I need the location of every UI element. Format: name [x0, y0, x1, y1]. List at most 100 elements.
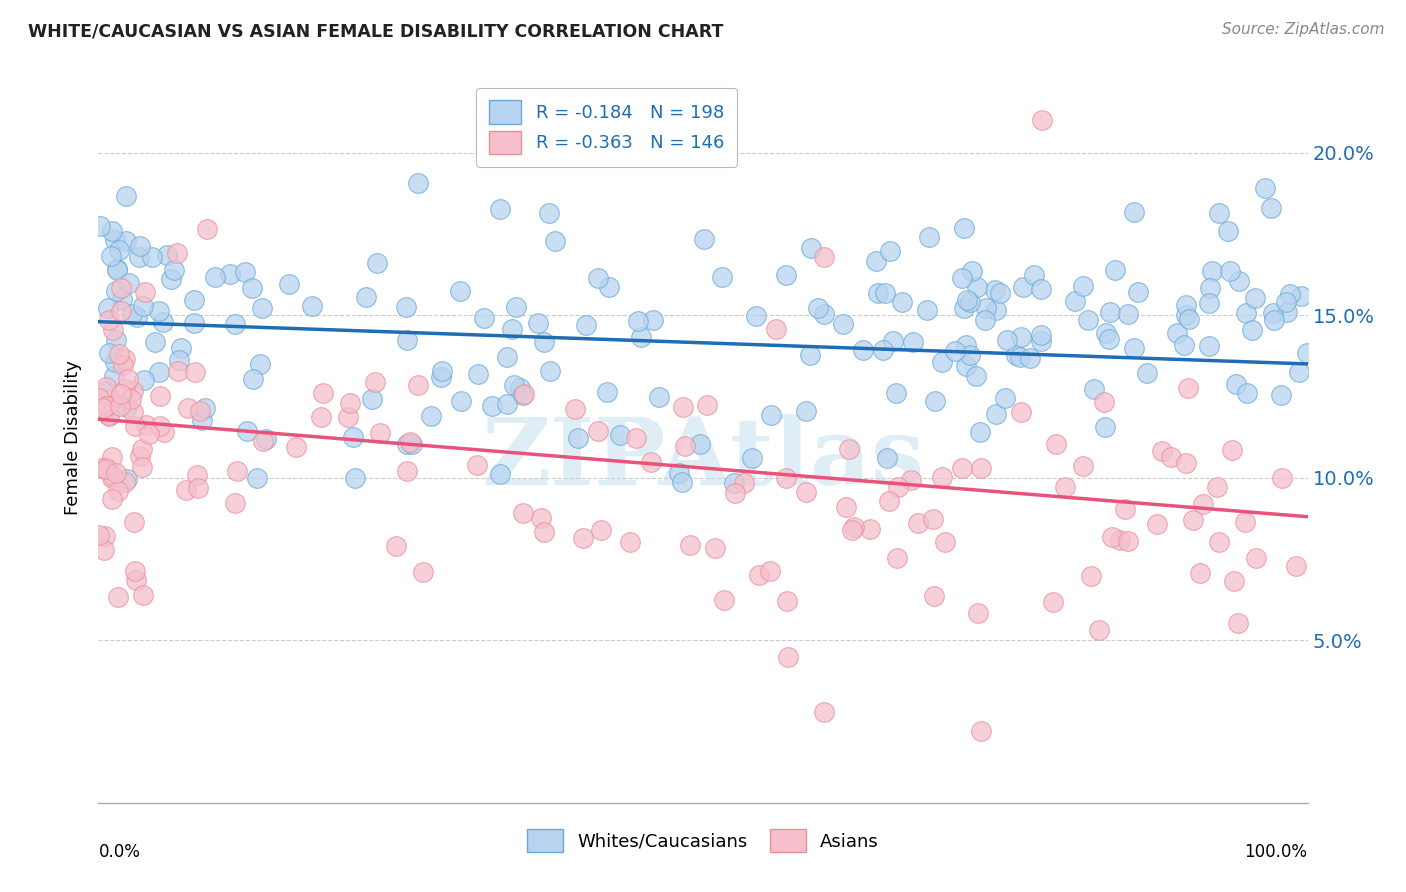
Point — [598, 280, 620, 294]
Point — [1192, 497, 1215, 511]
Point — [609, 428, 631, 442]
Point — [110, 304, 132, 318]
Point — [1031, 113, 1053, 128]
Point — [148, 365, 170, 379]
Y-axis label: Female Disability: Female Disability — [65, 359, 83, 515]
Point — [131, 459, 153, 474]
Point — [974, 312, 997, 326]
Point — [114, 382, 136, 396]
Point — [153, 425, 176, 439]
Point — [1220, 442, 1243, 457]
Point — [112, 358, 135, 372]
Point — [495, 397, 517, 411]
Point — [1071, 279, 1094, 293]
Point — [966, 279, 988, 293]
Point — [962, 264, 984, 278]
Point — [395, 437, 418, 451]
Point — [1098, 305, 1121, 319]
Point — [967, 606, 990, 620]
Point — [204, 270, 226, 285]
Point — [1208, 534, 1230, 549]
Point — [1198, 281, 1220, 295]
Point — [672, 401, 695, 415]
Point — [564, 402, 586, 417]
Point — [572, 531, 595, 545]
Point — [87, 527, 110, 541]
Text: ZIPAtlas: ZIPAtlas — [481, 414, 925, 504]
Point — [467, 367, 489, 381]
Point — [1098, 332, 1121, 346]
Point — [236, 424, 259, 438]
Point — [1218, 264, 1240, 278]
Point — [93, 543, 115, 558]
Point — [1263, 312, 1285, 326]
Point — [90, 461, 112, 475]
Point — [679, 538, 702, 552]
Point — [796, 404, 818, 418]
Point — [533, 335, 555, 350]
Legend: Whites/Caucasians, Asians: Whites/Caucasians, Asians — [520, 822, 886, 860]
Point — [879, 244, 901, 259]
Point — [89, 219, 111, 233]
Point — [501, 322, 523, 336]
Point — [1227, 274, 1250, 288]
Point — [105, 263, 128, 277]
Point — [586, 425, 609, 439]
Point — [224, 496, 246, 510]
Point — [953, 220, 976, 235]
Point — [105, 261, 128, 276]
Point — [1260, 201, 1282, 215]
Point — [1122, 205, 1144, 219]
Point — [184, 365, 207, 379]
Point — [401, 437, 423, 451]
Point — [114, 475, 136, 489]
Point — [354, 290, 377, 304]
Point — [395, 464, 418, 478]
Point — [1223, 574, 1246, 588]
Point — [759, 408, 782, 422]
Point — [1218, 224, 1240, 238]
Point — [775, 268, 797, 282]
Point — [131, 300, 153, 314]
Point — [134, 285, 156, 299]
Point — [284, 440, 307, 454]
Point — [188, 404, 211, 418]
Point — [1116, 307, 1139, 321]
Point — [533, 524, 555, 539]
Point — [877, 494, 900, 508]
Point — [955, 338, 977, 352]
Point — [363, 375, 385, 389]
Point — [1173, 337, 1195, 351]
Point — [110, 280, 132, 294]
Point — [1019, 351, 1042, 365]
Point — [589, 523, 612, 537]
Point — [141, 250, 163, 264]
Point — [526, 316, 548, 330]
Point — [1114, 502, 1136, 516]
Point — [101, 469, 124, 483]
Point — [1136, 366, 1159, 380]
Point — [120, 392, 142, 406]
Point — [148, 304, 170, 318]
Point — [249, 357, 271, 371]
Point — [226, 464, 249, 478]
Point — [128, 250, 150, 264]
Point — [626, 432, 648, 446]
Point — [813, 705, 835, 719]
Point — [537, 206, 560, 220]
Point — [956, 293, 979, 307]
Point — [970, 724, 993, 739]
Point — [841, 523, 863, 537]
Point — [865, 253, 887, 268]
Point — [900, 473, 922, 487]
Point — [98, 408, 121, 422]
Point — [884, 385, 907, 400]
Point — [703, 541, 725, 556]
Point — [668, 466, 690, 480]
Point — [98, 393, 121, 408]
Point — [689, 437, 711, 451]
Point — [1045, 437, 1067, 451]
Point — [152, 316, 174, 330]
Point — [1175, 308, 1198, 322]
Point — [943, 343, 966, 358]
